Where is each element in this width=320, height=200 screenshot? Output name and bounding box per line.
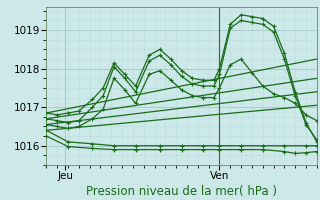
- X-axis label: Pression niveau de la mer( hPa ): Pression niveau de la mer( hPa ): [86, 185, 277, 198]
